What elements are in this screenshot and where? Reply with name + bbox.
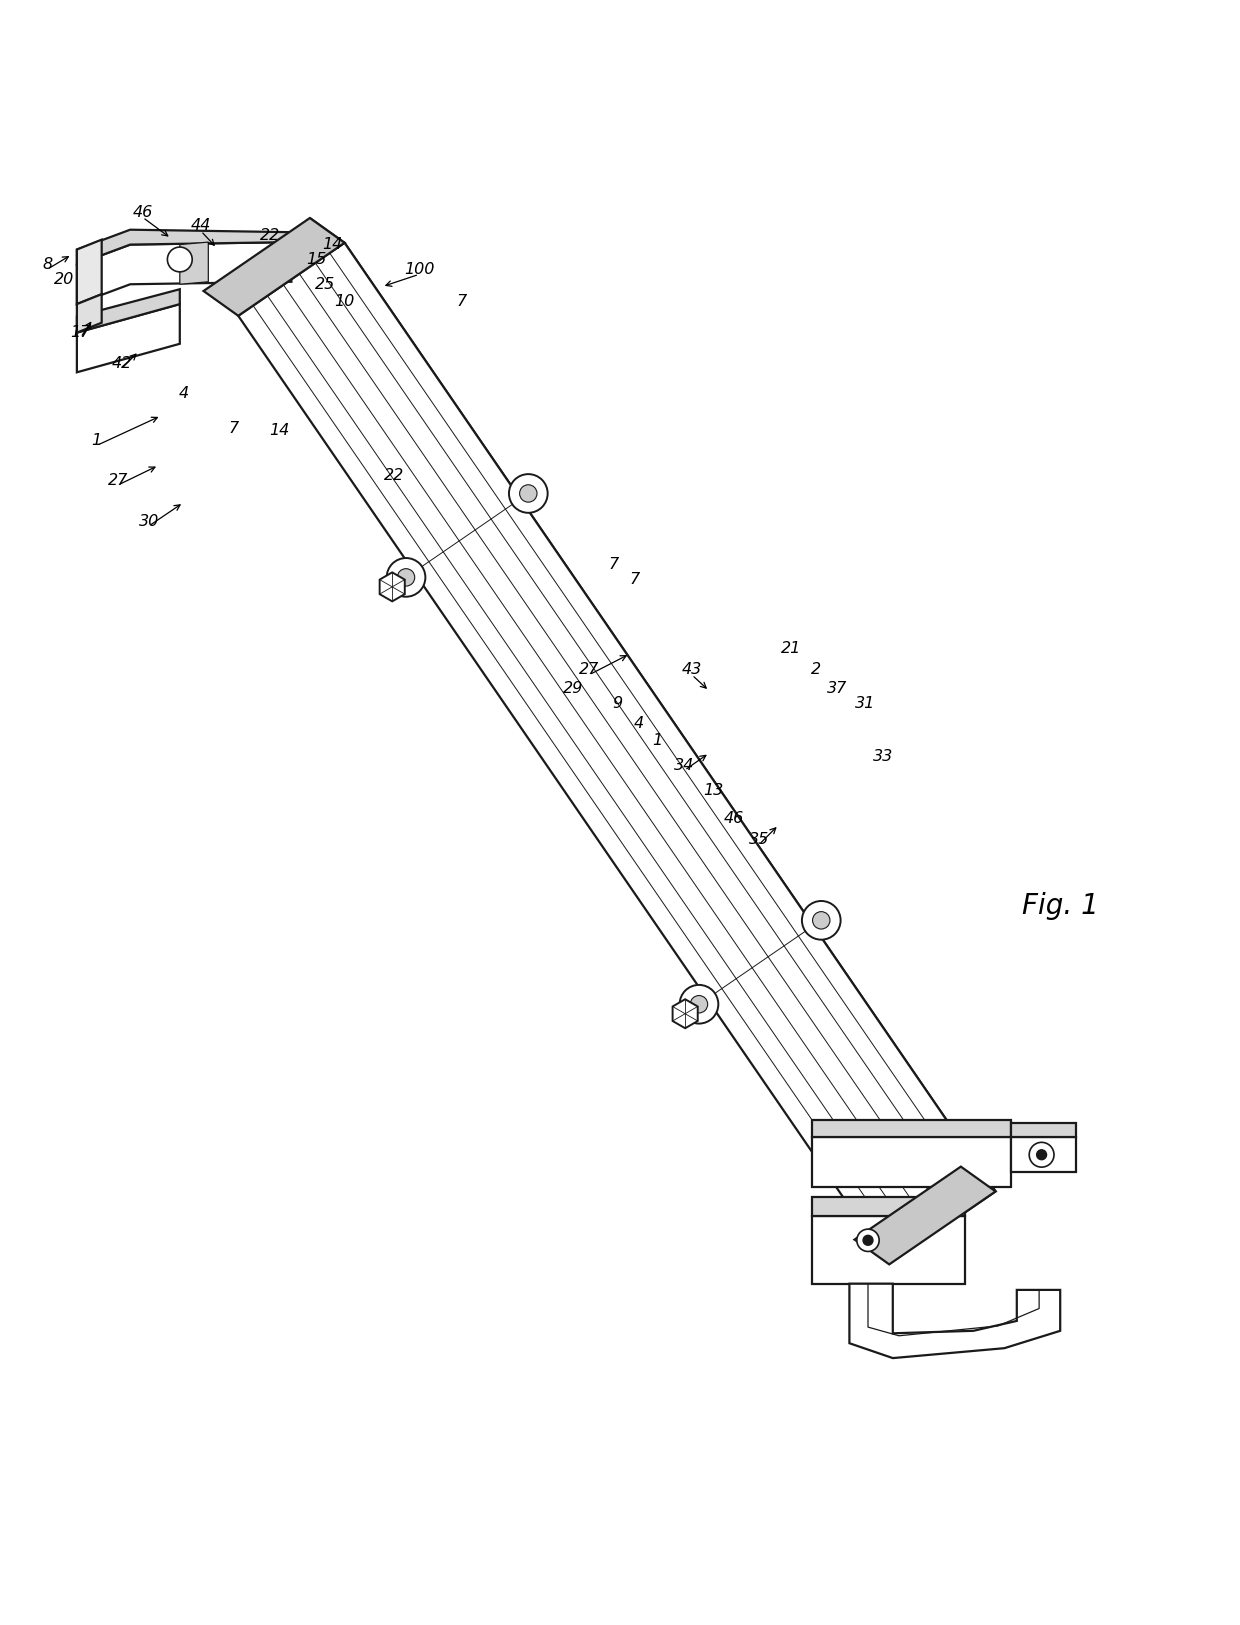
Text: 7: 7 xyxy=(609,557,619,572)
Text: 22: 22 xyxy=(260,229,280,244)
Text: 33: 33 xyxy=(873,749,893,764)
Text: 25: 25 xyxy=(315,276,335,292)
Text: 42: 42 xyxy=(112,356,131,370)
Polygon shape xyxy=(672,999,698,1029)
Circle shape xyxy=(387,557,425,596)
Circle shape xyxy=(691,996,708,1012)
Circle shape xyxy=(812,912,830,930)
Text: 21: 21 xyxy=(781,642,801,656)
Text: 2: 2 xyxy=(811,663,821,678)
Polygon shape xyxy=(812,1216,965,1284)
Polygon shape xyxy=(379,572,404,601)
Text: 7: 7 xyxy=(456,294,466,309)
Polygon shape xyxy=(77,304,180,372)
Polygon shape xyxy=(310,218,996,1191)
Polygon shape xyxy=(1011,1138,1076,1172)
Text: 10: 10 xyxy=(335,294,355,309)
Text: 17: 17 xyxy=(71,325,91,340)
Polygon shape xyxy=(812,1138,1011,1186)
Text: 22: 22 xyxy=(384,468,404,483)
Circle shape xyxy=(680,985,718,1024)
Text: 30: 30 xyxy=(139,514,159,528)
Circle shape xyxy=(863,1235,873,1245)
Polygon shape xyxy=(849,1284,1060,1358)
Text: 14: 14 xyxy=(322,237,342,252)
Text: 15: 15 xyxy=(306,252,326,266)
Text: 9: 9 xyxy=(613,696,622,710)
Text: 4: 4 xyxy=(179,385,188,401)
Circle shape xyxy=(508,474,548,514)
Text: 14: 14 xyxy=(269,422,289,439)
Polygon shape xyxy=(1011,1123,1076,1138)
Text: 46: 46 xyxy=(133,205,153,219)
Text: 46: 46 xyxy=(724,811,744,826)
Circle shape xyxy=(1029,1142,1054,1167)
Polygon shape xyxy=(77,239,102,304)
Text: 7: 7 xyxy=(228,421,238,436)
Text: 37: 37 xyxy=(827,681,847,696)
Text: 20: 20 xyxy=(55,271,74,286)
Circle shape xyxy=(802,900,841,939)
Text: 44: 44 xyxy=(191,218,211,234)
Polygon shape xyxy=(77,242,291,304)
Text: 13: 13 xyxy=(703,783,723,798)
Circle shape xyxy=(520,484,537,502)
Polygon shape xyxy=(238,242,996,1264)
Polygon shape xyxy=(77,289,180,333)
Circle shape xyxy=(167,247,192,271)
Polygon shape xyxy=(854,1167,996,1264)
Polygon shape xyxy=(77,294,102,333)
Text: 35: 35 xyxy=(749,832,769,847)
Text: 43: 43 xyxy=(682,663,702,678)
Text: 1: 1 xyxy=(92,432,102,448)
Text: 27: 27 xyxy=(108,473,128,487)
Text: 1: 1 xyxy=(652,733,662,748)
Text: 8: 8 xyxy=(42,257,52,271)
Circle shape xyxy=(397,569,414,587)
Text: 31: 31 xyxy=(856,696,875,710)
Circle shape xyxy=(857,1228,879,1251)
Text: 27: 27 xyxy=(579,663,599,678)
Text: 4: 4 xyxy=(634,715,644,731)
Text: 29: 29 xyxy=(563,681,583,696)
Circle shape xyxy=(1037,1150,1047,1160)
Text: Fig. 1: Fig. 1 xyxy=(1022,892,1099,920)
Polygon shape xyxy=(203,218,345,315)
Polygon shape xyxy=(180,242,208,284)
Text: 7: 7 xyxy=(630,572,640,587)
Text: 34: 34 xyxy=(675,757,694,773)
Text: 100: 100 xyxy=(404,262,434,276)
Polygon shape xyxy=(77,229,291,265)
Polygon shape xyxy=(812,1120,1011,1138)
Polygon shape xyxy=(812,1198,965,1216)
